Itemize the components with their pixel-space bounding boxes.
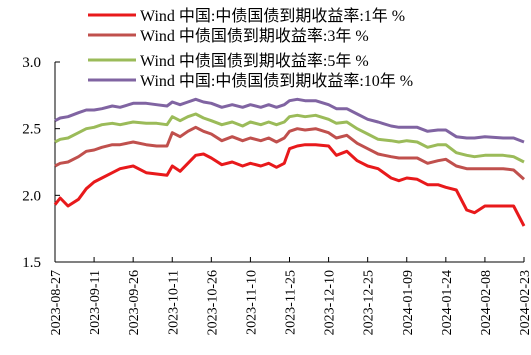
y-tick-label: 2.5: [22, 122, 41, 138]
x-tick-label: 2023-10-11: [166, 270, 181, 335]
y-tick-label: 3.0: [22, 55, 41, 71]
x-tick-label: 2023-10-26: [205, 270, 220, 335]
legend: Wind 中国:中债国债到期收益率:1年 % Wind 中债国债到期收益率:3年…: [88, 7, 413, 90]
x-tick-label: 2024-01-09: [401, 270, 416, 335]
y-axis-ticks: 1.5 2.0 2.5 3.0: [22, 55, 60, 271]
legend-label-1yr: Wind 中国:中债国债到期收益率:1年 %: [140, 7, 405, 25]
x-tick-label: 2024-02-08: [479, 270, 494, 335]
x-tick-label: 2023-09-11: [88, 270, 103, 335]
y-tick-label: 2.0: [22, 188, 41, 204]
x-tick-label: 2023-09-26: [127, 270, 142, 335]
x-tick-label: 2023-11-10: [244, 270, 259, 335]
x-tick-label: 2023-11-25: [284, 270, 299, 335]
x-tick-label: 2023-12-25: [362, 270, 377, 335]
x-tick-label: 2023-08-27: [49, 270, 64, 335]
series-line-10yr: [54, 97, 525, 144]
series-line-5yr: [54, 112, 525, 164]
legend-label-10yr: Wind 中国:中债国债到期收益率:10年 %: [140, 72, 413, 90]
x-tick-label: 2023-12-10: [323, 270, 338, 335]
axes: [54, 62, 524, 263]
x-tick-label: 2024-01-24: [440, 270, 455, 335]
legend-label-3yr: Wind 中债国债到期收益率:3年 %: [140, 27, 369, 45]
x-axis-ticks: 2023-08-27 2023-09-11 2023-09-26 2023-10-11…: [49, 257, 531, 335]
legend-label-5yr: Wind 中债国债到期收益率:5年 %: [140, 52, 369, 70]
series-line-1yr: [53, 143, 526, 227]
y-tick-label: 1.5: [22, 255, 41, 271]
series-lines: [53, 97, 526, 227]
x-tick-label: 2024-02-23: [518, 270, 531, 335]
series-line-3yr: [54, 125, 525, 181]
